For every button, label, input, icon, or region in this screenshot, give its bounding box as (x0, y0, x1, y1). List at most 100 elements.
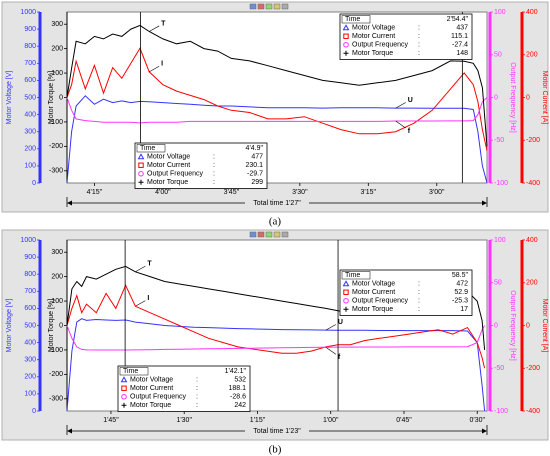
legend-name: Motor Torque (352, 50, 393, 57)
legend-name: Motor Voltage (130, 377, 173, 384)
readout-value: -25.3 (452, 298, 468, 305)
readout-box (339, 269, 473, 316)
legend-name: Output Frequency (352, 298, 409, 305)
legend-name: Motor Current (147, 162, 190, 169)
separator: : (213, 179, 215, 186)
toolbar-icon (257, 3, 265, 10)
readout-value: 115.1 (451, 33, 468, 40)
legend-name: Motor Torque (130, 402, 171, 409)
x-tick-label: 1'15" (250, 417, 266, 424)
toolbar-icon (265, 231, 273, 238)
y-tick-label: 300 (24, 357, 36, 364)
separator: : (196, 377, 198, 384)
legend-name: Motor Torque (352, 306, 393, 313)
x-tick-label: 1'00" (323, 417, 339, 424)
legend-marker (120, 376, 128, 383)
legend-marker (342, 280, 350, 287)
readout-value: 148 (456, 50, 468, 57)
y-tick-label: 100 (494, 237, 506, 244)
x-tick-label: 3'00" (429, 189, 445, 196)
x-tick-label: 0'30" (469, 417, 485, 424)
y-tick-label: 1000 (20, 237, 36, 244)
y-tick-label: -100 (494, 408, 508, 415)
x-tick-label: 1'45" (103, 417, 119, 424)
legend-marker (137, 153, 145, 160)
time-value: 1'42.1" (225, 368, 247, 375)
y-tick-label: -300 (49, 168, 63, 175)
y-tick-label: -50 (494, 365, 504, 372)
y-tick-label: 300 (51, 249, 63, 256)
time-field (341, 271, 371, 280)
separator: : (418, 50, 420, 57)
separator: : (418, 281, 420, 288)
legend-marker (343, 297, 349, 304)
separator: : (196, 402, 198, 409)
series-label: f (338, 354, 341, 361)
label-leader (135, 300, 146, 307)
time-value: 58.5" (452, 272, 469, 279)
caption: (b) (269, 444, 282, 456)
series-label: T (147, 261, 152, 268)
label-leader (395, 102, 406, 109)
y-tick-label: 500 (24, 94, 36, 101)
readout-value: 532 (234, 377, 246, 384)
x-tick-label: 3'15" (361, 189, 377, 196)
time-label: Time (345, 272, 360, 279)
label-leader (325, 347, 337, 355)
legend-name: Output Frequency (147, 171, 204, 178)
separator: : (196, 394, 198, 401)
time-field (119, 367, 149, 376)
y-tick-label: 0 (59, 322, 63, 329)
legend-name: Motor Voltage (352, 25, 395, 32)
separator: : (213, 171, 215, 178)
series-line (66, 325, 486, 351)
y-tick-label: 0 (526, 322, 530, 329)
time-label: Time (345, 16, 360, 23)
separator: : (418, 298, 420, 305)
readout-box (339, 13, 473, 60)
axis-title: Output Frequency [Hz] (509, 62, 516, 132)
caption: (a) (269, 216, 282, 228)
y-tick-label: 200 (24, 374, 36, 381)
separator: : (418, 306, 420, 313)
toolbar-icon (273, 3, 281, 10)
y-tick-label: 100 (494, 9, 506, 16)
y-tick-label: 0 (526, 94, 530, 101)
legend-marker (342, 24, 350, 31)
y-tick-label: 600 (24, 77, 36, 84)
series-label: I (161, 61, 163, 68)
toolbar-icon (281, 231, 289, 238)
y-tick-label: 50 (494, 280, 502, 287)
legend-marker (138, 162, 144, 168)
total-time-bg (245, 198, 309, 208)
y-tick-label: -300 (49, 396, 63, 403)
separator: : (213, 154, 215, 161)
readout-value: 477 (251, 154, 263, 161)
total-time-bg (245, 426, 309, 436)
y-tick-label: 200 (51, 45, 63, 52)
y-tick-label: 800 (24, 43, 36, 50)
legend-marker (343, 41, 349, 48)
total-time: Total time 1'27" (253, 200, 301, 207)
y-tick-label: 100 (51, 70, 63, 77)
axis-title: Motor Current [A] (541, 299, 548, 353)
y-tick-label: 900 (24, 26, 36, 33)
y-tick-label: -200 (526, 137, 540, 144)
toolbar-icon (273, 231, 281, 238)
legend-marker (343, 50, 349, 56)
y-tick-label: 700 (24, 60, 36, 67)
time-label: Time (123, 368, 138, 375)
legend-name: Motor Current (352, 33, 395, 40)
y-tick-label: -100 (49, 347, 63, 354)
readout-value: 188.1 (228, 385, 246, 392)
total-time: Total time 1'23" (253, 428, 301, 435)
legend-marker (343, 289, 349, 295)
y-tick-label: 800 (24, 271, 36, 278)
y-tick-label: 400 (24, 339, 36, 346)
y-tick-label: 300 (24, 129, 36, 136)
series-label: f (408, 128, 411, 135)
y-tick-label: 100 (51, 298, 63, 305)
label-leader (395, 120, 406, 129)
legend-name: Motor Voltage (352, 281, 395, 288)
separator: : (196, 385, 198, 392)
